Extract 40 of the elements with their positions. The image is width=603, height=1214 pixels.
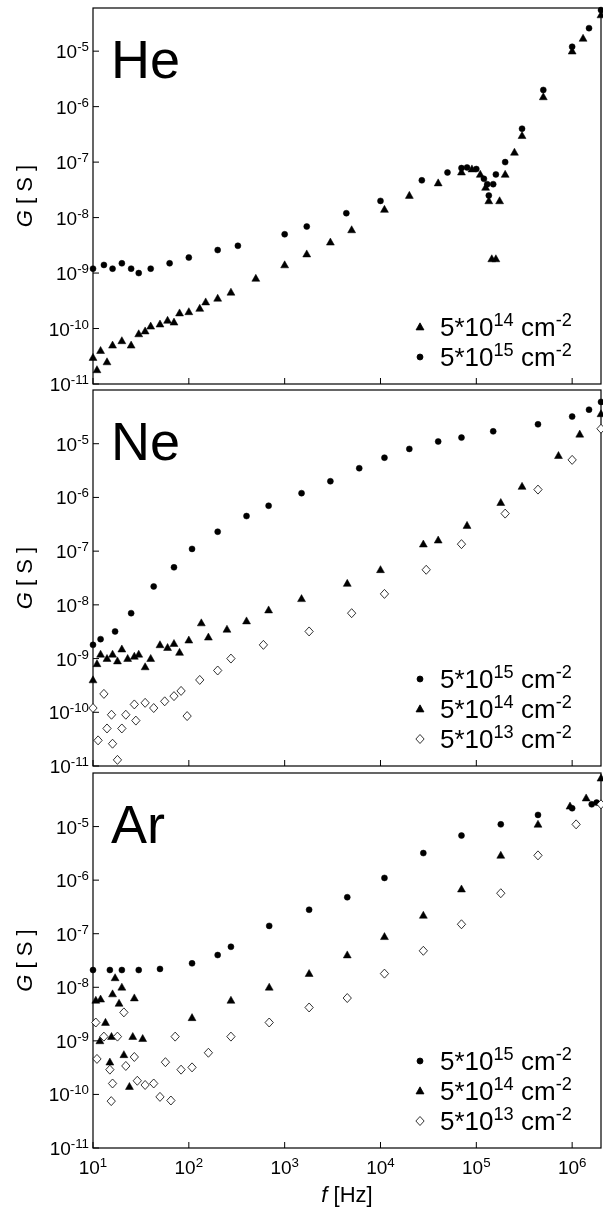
annotation: Ne bbox=[111, 411, 181, 471]
legend-label: 5*10$^{13}$ cm$^{-2}$ bbox=[440, 1104, 572, 1136]
y-tick-label: 10$^{-8}$ bbox=[56, 974, 89, 999]
legend-label: 5*10$^{14}$ cm$^{-2}$ bbox=[440, 310, 572, 342]
legend-label: 5*10$^{14}$ cm$^{-2}$ bbox=[440, 692, 572, 724]
y-tick-label: 10$^{-7}$ bbox=[56, 921, 89, 945]
y-axis-title: G [ S ] bbox=[12, 546, 37, 610]
legend-label: 5*10$^{13}$ cm$^{-2}$ bbox=[440, 722, 572, 754]
y-tick-label: 10$^{-9}$ bbox=[56, 1028, 89, 1052]
legend-label: 5*10$^{15}$ cm$^{-2}$ bbox=[440, 340, 572, 372]
x-tick-label: 10$^{2}$ bbox=[174, 1154, 204, 1178]
x-tick-label: 10$^{3}$ bbox=[270, 1154, 299, 1178]
y-tick-label: 10$^{-9}$ bbox=[56, 646, 89, 670]
y-axis-title: G [ S ] bbox=[12, 929, 37, 992]
y-tick-label: 10$^{-10}$ bbox=[48, 1081, 89, 1106]
y-tick-label: 10$^{-11}$ bbox=[49, 371, 89, 395]
legend-label: 5*10$^{15}$ cm$^{-2}$ bbox=[440, 662, 572, 694]
annotation: He bbox=[111, 29, 181, 89]
y-tick-label: 10$^{-7}$ bbox=[56, 538, 89, 563]
y-tick-label: 10$^{-5}$ bbox=[56, 38, 89, 63]
y-tick-label: 10$^{-7}$ bbox=[56, 149, 89, 174]
y-tick-label: 10$^{-5}$ bbox=[56, 431, 89, 455]
y-tick-label: 10$^{-10}$ bbox=[48, 316, 89, 340]
annotation: Ar bbox=[111, 794, 166, 854]
x-tick-label: 10$^{6}$ bbox=[557, 1154, 587, 1178]
x-axis-title: f [Hz] bbox=[321, 1182, 373, 1207]
x-tick-label: 10$^{4}$ bbox=[366, 1154, 395, 1178]
y-tick-label: 10$^{-11}$ bbox=[49, 753, 89, 777]
y-axis-title: G [ S ] bbox=[12, 164, 37, 228]
y-tick-label: 10$^{-10}$ bbox=[48, 699, 89, 724]
y-tick-label: 10$^{-8}$ bbox=[56, 592, 89, 616]
legend-label: 5*10$^{14}$ cm$^{-2}$ bbox=[440, 1074, 572, 1106]
y-tick-label: 10$^{-6}$ bbox=[56, 867, 89, 892]
y-tick-label: 10$^{-6}$ bbox=[56, 94, 89, 118]
legend-label: 5*10$^{15}$ cm$^{-2}$ bbox=[440, 1044, 572, 1076]
y-tick-label: 10$^{-6}$ bbox=[56, 484, 89, 509]
y-tick-label: 10$^{-8}$ bbox=[56, 205, 89, 229]
x-tick-label: 10$^{5}$ bbox=[462, 1154, 491, 1178]
y-tick-label: 10$^{-5}$ bbox=[56, 814, 89, 838]
y-tick-label: 10$^{-9}$ bbox=[56, 260, 89, 285]
